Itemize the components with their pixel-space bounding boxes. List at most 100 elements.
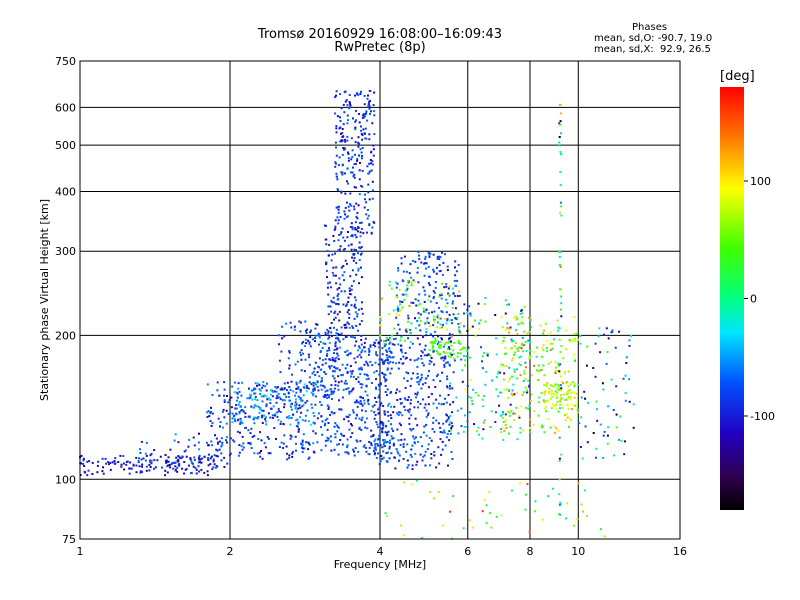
echo-point <box>352 411 355 414</box>
echo-point <box>386 368 389 371</box>
echo-point <box>179 456 181 459</box>
echo-point <box>628 339 631 342</box>
echo-point <box>596 408 598 411</box>
echo-point <box>370 429 373 432</box>
echo-point <box>349 275 352 278</box>
echo-point <box>139 452 142 454</box>
echo-point <box>340 107 343 110</box>
echo-point <box>573 385 576 388</box>
echo-point <box>164 474 166 477</box>
echo-point <box>440 251 443 254</box>
echo-point <box>429 300 432 303</box>
echo-point <box>280 420 282 423</box>
echo-point <box>338 127 341 130</box>
echo-point <box>335 90 338 93</box>
echo-point <box>380 297 383 300</box>
echo-point <box>549 426 552 429</box>
echo-point <box>388 355 391 358</box>
echo-point <box>340 190 343 193</box>
echo-point <box>324 439 327 442</box>
echo-point <box>417 281 420 284</box>
echo-point <box>169 448 172 451</box>
echo-point <box>515 406 518 409</box>
echo-point <box>351 228 354 231</box>
echo-point <box>363 346 365 349</box>
echo-point <box>334 112 337 115</box>
echo-point <box>343 111 346 114</box>
echo-point <box>237 418 240 421</box>
echo-point <box>347 153 350 155</box>
echo-point <box>240 409 243 412</box>
echo-point <box>381 446 384 449</box>
echo-point <box>542 332 545 335</box>
echo-point <box>310 383 313 386</box>
echo-point <box>368 170 371 173</box>
echo-point <box>384 378 387 380</box>
echo-point <box>402 534 405 537</box>
echo-point <box>490 410 493 413</box>
echo-point <box>350 423 352 425</box>
echo-point <box>575 392 578 395</box>
echo-point <box>309 336 312 339</box>
echo-point <box>505 364 508 367</box>
echo-point <box>183 472 186 475</box>
echo-point <box>178 463 181 466</box>
echo-point <box>387 430 390 433</box>
echo-point <box>198 454 201 457</box>
echo-point <box>542 364 545 367</box>
echo-point <box>246 397 249 400</box>
echo-point <box>164 469 167 472</box>
echo-point <box>197 465 200 468</box>
echo-point <box>308 456 311 459</box>
echo-point <box>352 280 355 283</box>
echo-point <box>461 369 464 372</box>
echo-point <box>464 359 467 362</box>
echo-point <box>424 382 427 384</box>
echo-point <box>314 361 317 364</box>
echo-point <box>445 311 448 314</box>
echo-point <box>349 102 351 105</box>
echo-point <box>501 411 504 414</box>
echo-point <box>407 320 410 323</box>
echo-point <box>378 394 381 397</box>
echo-point <box>439 269 442 272</box>
echo-point <box>393 327 396 330</box>
echo-point <box>518 416 521 419</box>
echo-point <box>550 389 553 392</box>
echo-point <box>342 248 345 251</box>
echo-point <box>211 394 214 396</box>
echo-point <box>494 421 497 423</box>
echo-point <box>335 94 337 97</box>
echo-point <box>516 438 519 441</box>
echo-point <box>346 236 349 239</box>
echo-point <box>399 344 402 347</box>
echo-point <box>432 349 435 352</box>
echo-point <box>383 373 386 376</box>
echo-point <box>360 252 363 255</box>
echo-point <box>519 322 522 325</box>
echo-point <box>256 399 259 402</box>
echo-point <box>223 416 226 419</box>
echo-point <box>373 133 376 136</box>
echo-point <box>558 249 561 252</box>
echo-point <box>305 384 308 387</box>
echo-point <box>477 426 480 429</box>
y-tick-label: 200 <box>55 329 76 342</box>
echo-point <box>383 345 386 348</box>
echo-point <box>567 390 570 393</box>
echo-point <box>558 459 561 462</box>
echo-point <box>379 319 382 321</box>
echo-point <box>262 381 265 384</box>
echo-point <box>293 404 296 407</box>
echo-point <box>385 349 388 352</box>
echo-point <box>326 328 329 331</box>
echo-point <box>289 423 292 426</box>
echo-point <box>416 319 419 322</box>
echo-point <box>398 459 401 462</box>
echo-point <box>607 337 610 340</box>
echo-point <box>464 388 467 391</box>
echo-point <box>618 330 621 333</box>
echo-point <box>550 392 553 395</box>
echo-point <box>403 405 406 408</box>
echo-point <box>367 214 370 217</box>
